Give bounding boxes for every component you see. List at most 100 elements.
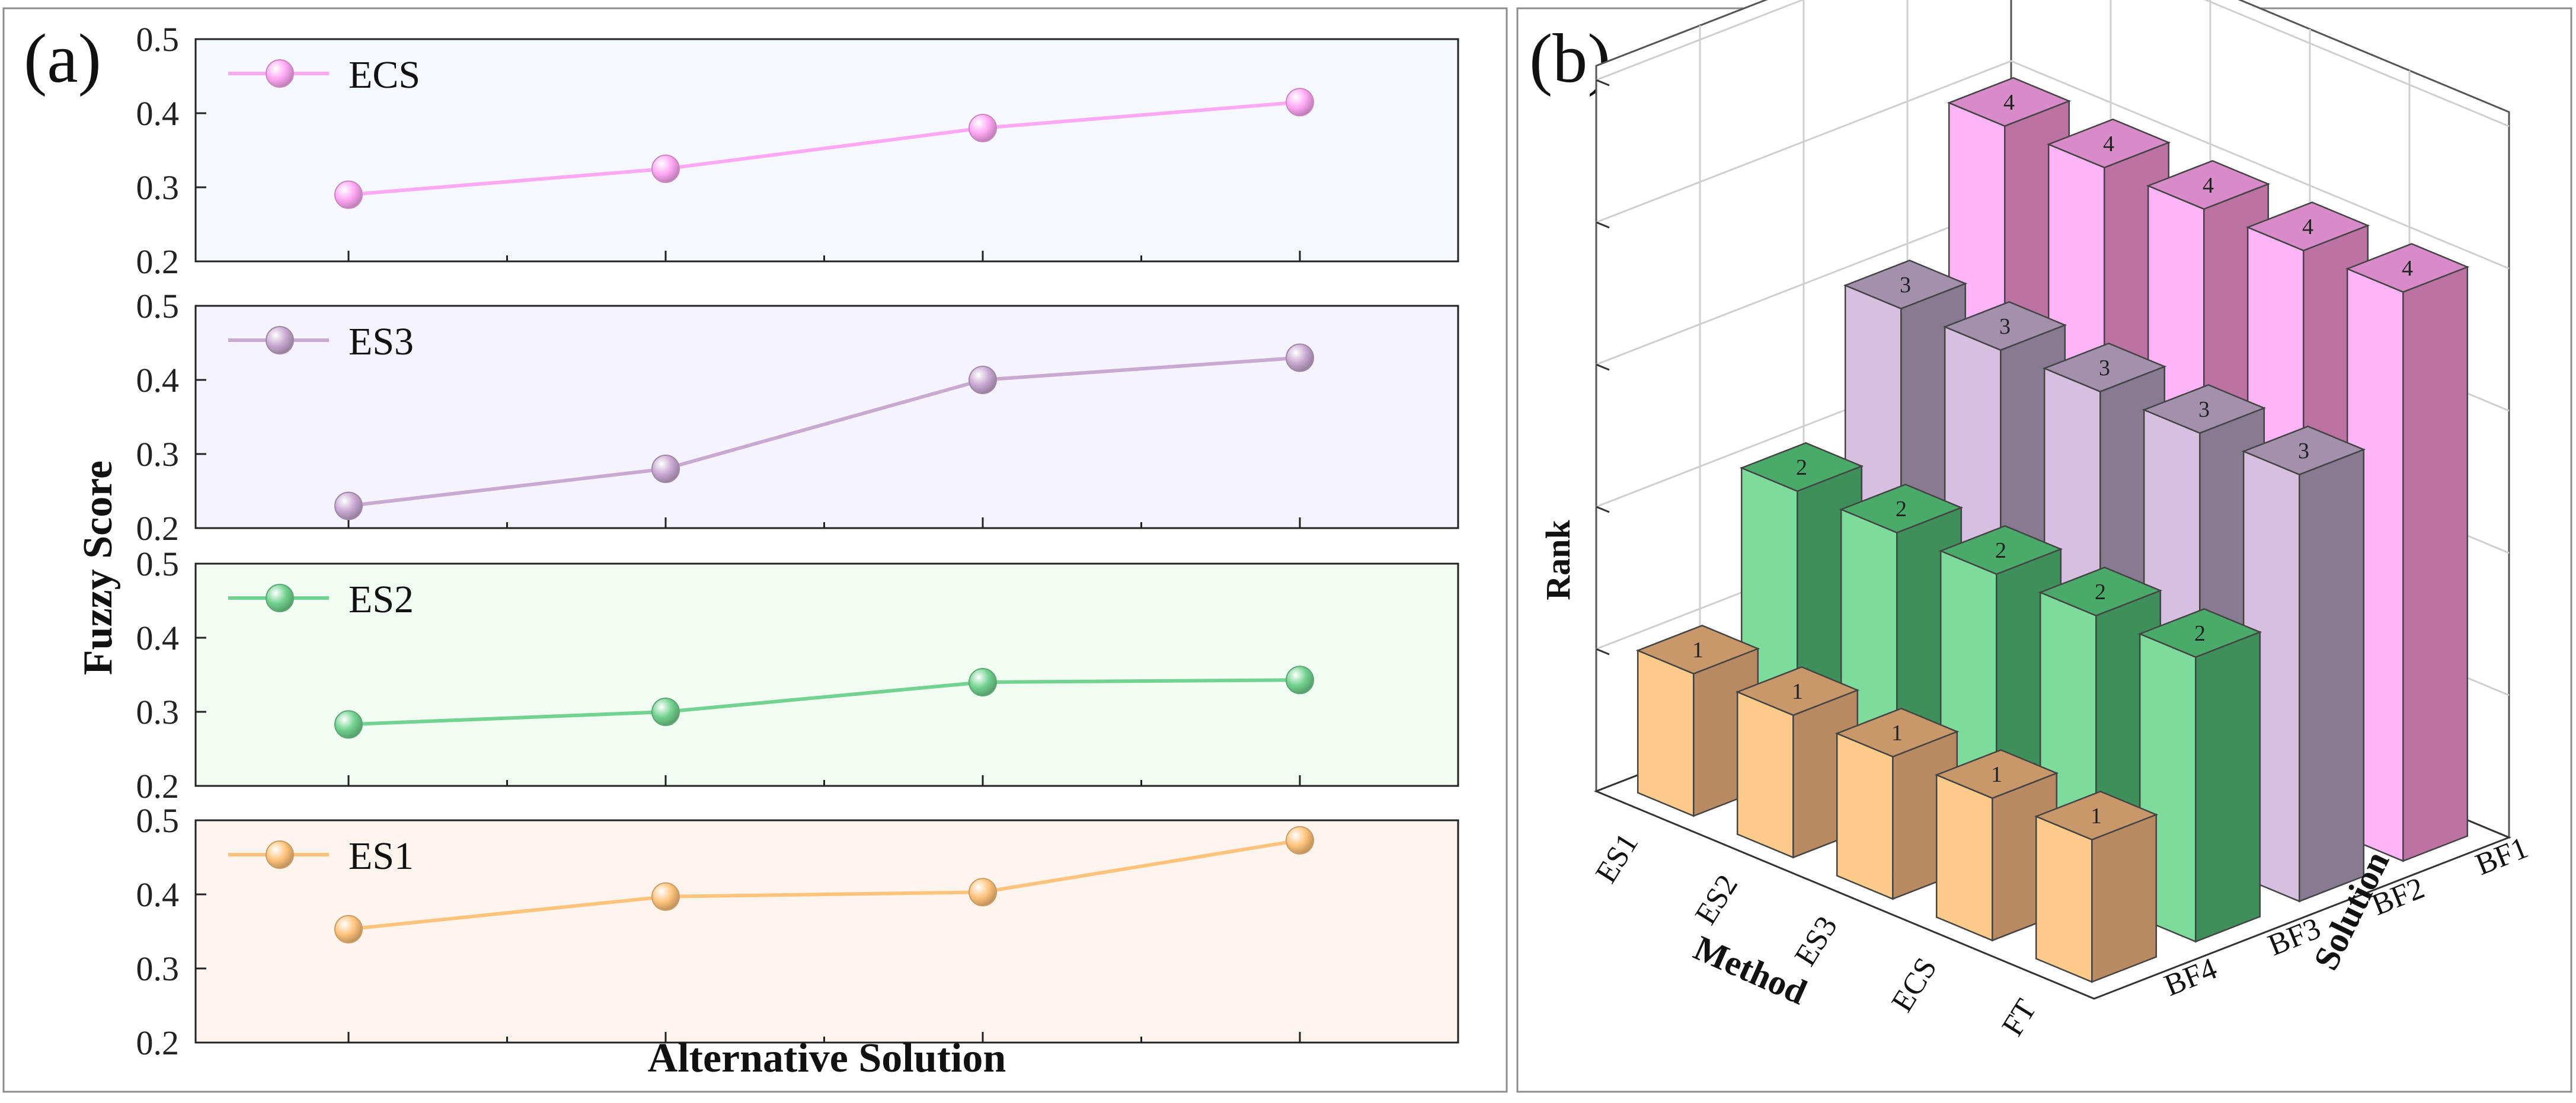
method-tick-label: ECS [1885,952,1944,1018]
subplot-es1: 0.2 0.3 0.4 0.5 ES1 [136,801,1459,1062]
bar-side-face [2091,813,2158,983]
bar: 1 [2034,790,2159,983]
bar-value-label: 1 [1891,721,1903,746]
grid-line [1596,60,2510,270]
bar-top-face [2245,201,2370,252]
bar: 4 [2345,242,2470,862]
bar-value-label: 2 [2095,580,2106,605]
bar-value-label: 2 [1796,455,1807,480]
bar-top-face [2046,118,2171,169]
y-tick-label: 0.3 [136,168,180,207]
bar-side-face [2299,448,2365,903]
legend-marker [266,584,294,612]
bar-top-face [2042,342,2167,393]
subplot-ecs: 0.2 0.3 0.4 0.5 ECS [136,20,1459,281]
y-tick-label: 0.2 [136,767,180,805]
bar-value-label: 3 [2298,439,2309,463]
bar-top-face [1947,76,2072,127]
bar-front-face [2035,815,2093,983]
bar: 1 [1735,666,1860,859]
data-point [651,882,680,911]
data-point [334,491,363,520]
z-tick [1596,79,1610,87]
panel-a-frame [2,7,1508,1093]
y-tick-label: 0.4 [136,94,180,133]
data-point [969,878,997,907]
bar-side-face [2402,266,2469,862]
data-point [1286,666,1314,695]
bar-front-face [1637,649,1695,817]
method-tick-label: ES2 [1689,869,1744,931]
y-tick-label: 0.2 [136,1024,180,1062]
y-tick-label: 0.5 [136,801,180,840]
y-tick-label: 0.3 [136,693,180,731]
plot-area-es3 [194,305,1459,529]
y-tick-label: 0.3 [136,435,180,474]
legend-label: ES2 [349,578,414,621]
data-point [969,366,997,394]
bar-top-face [2034,790,2159,841]
method-tick-label: ES3 [1788,910,1844,972]
legend-label: ES3 [349,320,414,363]
z-tick [1596,363,1610,371]
plot-area-es1 [194,819,1459,1044]
bar-value-label: 4 [2003,90,2015,115]
bar-value-label: 1 [1991,762,2002,787]
bar-value-label: 3 [1999,314,2011,339]
data-point [1286,343,1314,372]
bar-top-face [2241,425,2366,476]
data-point [651,698,680,726]
panel-a-line-charts: 0.20.30.40.5ECS0.20.30.40.5ES30.20.30.40… [75,20,1459,1081]
bar-value-label: 2 [1995,538,2006,563]
data-point [334,710,363,739]
plot-area-es2 [194,562,1459,787]
y-tick-label: 0.4 [136,875,180,914]
bar-value-label: 2 [1896,497,1907,522]
bar-top-face [1843,259,1968,310]
method-tick-label: ES1 [1589,827,1645,889]
bar-side-face [2195,631,2261,943]
bar-top-face [1934,749,2059,800]
panel-a-label: (a) [24,20,101,97]
y-tick-label: 0.5 [136,20,180,59]
bar-top-face [1735,666,1860,717]
y-tick-label: 0.2 [136,242,180,281]
method-tick-label: FT [1996,993,2043,1042]
bar-front-face [1736,690,1794,859]
bar-top-face [1834,707,1960,758]
bar-top-face [1938,525,2063,576]
x-axis-title: Alternative Solution [648,1035,1006,1081]
legend-label: ES1 [349,835,414,878]
bar-top-face [2146,159,2271,210]
bar-value-label: 3 [2099,356,2110,381]
y-tick-label: 0.3 [136,949,180,988]
bar-value-label: 4 [2203,173,2214,198]
data-point [1286,88,1314,117]
series-line-es1 [348,838,1300,931]
series-line-es2 [348,678,1300,727]
bar-front-face [1836,732,1894,900]
bar-top-face [1839,483,1964,534]
series-line-es3 [348,356,1300,508]
bar-value-label: 2 [2194,621,2206,646]
subplot-es2: 0.2 0.3 0.4 0.5 ES2 [136,545,1459,805]
data-point [969,114,997,142]
data-point [651,154,680,183]
legend-marker [266,840,294,869]
z-tick [1596,648,1610,656]
y-axis-title: Fuzzy Score [75,461,121,675]
bar-front-face [1935,773,1993,942]
y-tick-label: 0.4 [136,361,180,399]
method-axis-title: Method [1688,928,1813,1012]
y-tick-label: 0.4 [136,619,180,657]
bar-value-label: 4 [2402,256,2413,281]
plot-area-ecs [194,38,1459,263]
bar-value-label: 4 [2302,215,2313,239]
data-point [334,915,363,944]
series-line-ecs [348,100,1300,197]
subplot-es3: 0.2 0.3 0.4 0.5 ES3 [136,287,1459,548]
bar-top-face [2345,242,2470,293]
